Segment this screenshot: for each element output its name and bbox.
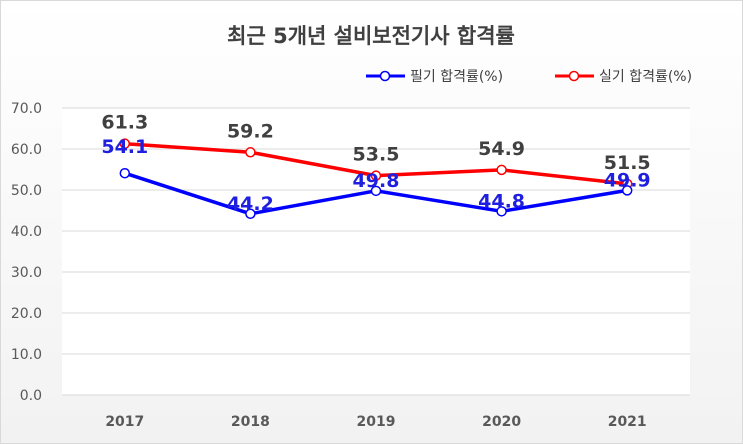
y-tick-label: 70.0 xyxy=(11,101,42,117)
y-axis: 0.0 10.0 20.0 30.0 40.0 50.0 60.0 70.0 xyxy=(11,101,42,404)
data-point xyxy=(496,164,507,176)
data-label: 61.3 xyxy=(101,112,148,134)
data-point xyxy=(119,167,131,179)
data-label: 44.8 xyxy=(478,190,525,212)
x-tick-label: 2021 xyxy=(608,414,647,430)
legend-label-written: 필기 합격률(%) xyxy=(410,69,503,85)
data-point xyxy=(496,206,507,217)
data-point xyxy=(245,208,256,220)
y-tick-label: 10.0 xyxy=(11,347,42,363)
y-tick-label: 0.0 xyxy=(20,388,42,404)
y-tick-label: 60.0 xyxy=(11,142,42,158)
data-point xyxy=(621,185,633,196)
y-tick-label: 20.0 xyxy=(11,306,42,322)
data-label: 54.1 xyxy=(101,136,148,158)
y-tick-label: 50.0 xyxy=(11,183,42,199)
x-tick-label: 2017 xyxy=(105,414,144,430)
x-tick-label: 2018 xyxy=(231,414,270,430)
data-label: 44.2 xyxy=(227,193,274,215)
y-tick-label: 30.0 xyxy=(11,265,42,281)
data-point xyxy=(370,185,382,197)
plot-area xyxy=(62,108,690,395)
legend-marker-written xyxy=(379,70,391,82)
legend-label-practical: 실기 합격률(%) xyxy=(599,69,692,85)
y-tick-label: 40.0 xyxy=(11,224,42,240)
gridlines xyxy=(62,107,690,396)
chart-title: 최근 5개년 설비보전기사 합격률 xyxy=(227,24,515,48)
data-point xyxy=(370,170,382,181)
data-label: 59.2 xyxy=(227,120,274,142)
x-tick-label: 2020 xyxy=(482,414,521,430)
x-axis: 2017 2018 2019 2020 2021 xyxy=(105,414,646,430)
data-label: 49.9 xyxy=(604,169,651,191)
legend-marker-practical xyxy=(568,70,580,82)
x-tick-label: 2019 xyxy=(357,414,396,430)
data-point xyxy=(245,147,256,158)
data-label: 54.9 xyxy=(478,138,525,160)
data-label: 53.5 xyxy=(353,144,400,166)
series-lines xyxy=(119,138,633,220)
data-labels: 61.3 59.2 53.5 54.9 51.5 54.1 44.2 49.8 44.8 49.9 xyxy=(101,112,650,215)
legend: 필기 합격률(%) 실기 합격률(%) xyxy=(366,69,692,85)
data-label: 49.8 xyxy=(353,170,400,192)
data-label: 51.5 xyxy=(604,152,651,174)
data-point xyxy=(119,138,131,149)
